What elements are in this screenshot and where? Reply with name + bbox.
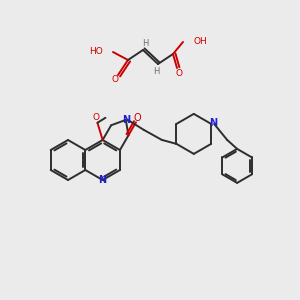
- Text: H: H: [142, 40, 148, 49]
- Text: O: O: [93, 113, 100, 122]
- Text: N: N: [99, 175, 107, 185]
- Text: OH: OH: [193, 38, 207, 46]
- Text: O: O: [112, 76, 118, 85]
- Text: H: H: [153, 67, 159, 76]
- Text: N: N: [122, 115, 130, 125]
- Text: O: O: [176, 68, 182, 77]
- Text: O: O: [133, 113, 141, 123]
- Text: HO: HO: [89, 47, 103, 56]
- Text: N: N: [209, 118, 217, 128]
